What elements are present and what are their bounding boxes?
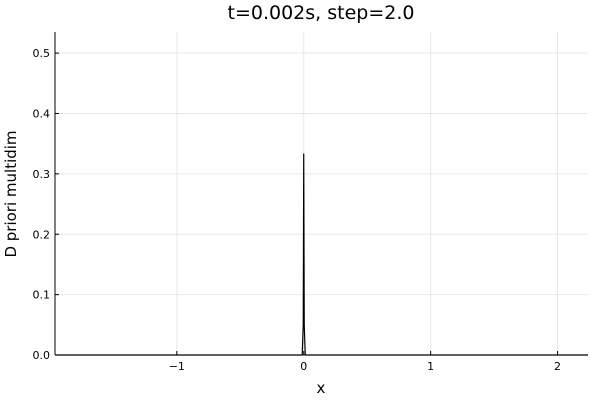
y-tick-label: 0.3 [33,168,51,181]
y-tick-label: 0.5 [33,47,51,60]
x-ticks: −1 0 1 2 [169,351,561,373]
y-tick-label: 0.0 [33,349,51,362]
series-line [55,153,588,356]
x-axis-label: x [317,379,326,397]
y-ticks: 0.0 0.1 0.2 0.3 0.4 0.5 [33,47,59,362]
y-axis-label: D priori multidim [2,130,20,257]
y-tick-label: 0.2 [33,228,51,241]
chart-title: t=0.002s, step=2.0 [228,2,415,24]
x-tick-label: 1 [427,360,434,373]
grid [55,32,588,356]
y-tick-label: 0.1 [33,289,51,302]
axes-frame [54,32,588,356]
x-tick-label: 0 [300,360,307,373]
x-tick-label: 2 [554,360,561,373]
x-tick-label: −1 [169,360,185,373]
series-group [55,153,588,356]
y-tick-label: 0.4 [33,108,51,121]
